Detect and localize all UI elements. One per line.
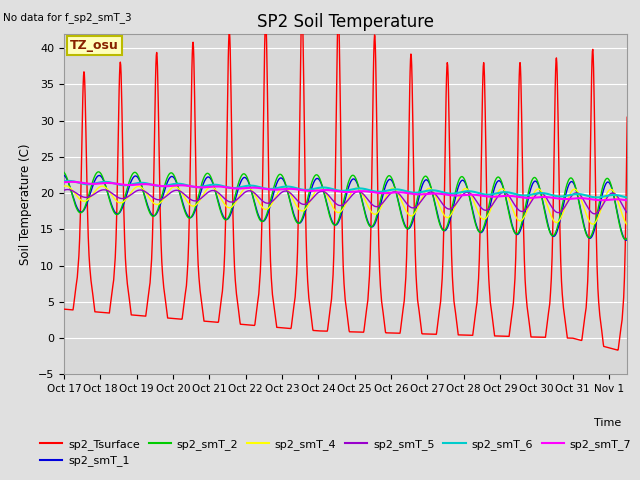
Y-axis label: Soil Temperature (C): Soil Temperature (C) [19, 143, 33, 265]
Text: TZ_osu: TZ_osu [70, 39, 118, 52]
Text: Time: Time [593, 418, 621, 428]
Text: No data for f_sp2_smT_3: No data for f_sp2_smT_3 [3, 12, 132, 23]
Legend: sp2_Tsurface, sp2_smT_1, sp2_smT_2, sp2_smT_4, sp2_smT_5, sp2_smT_6, sp2_smT_7: sp2_Tsurface, sp2_smT_1, sp2_smT_2, sp2_… [36, 434, 636, 471]
Title: SP2 Soil Temperature: SP2 Soil Temperature [257, 12, 434, 31]
